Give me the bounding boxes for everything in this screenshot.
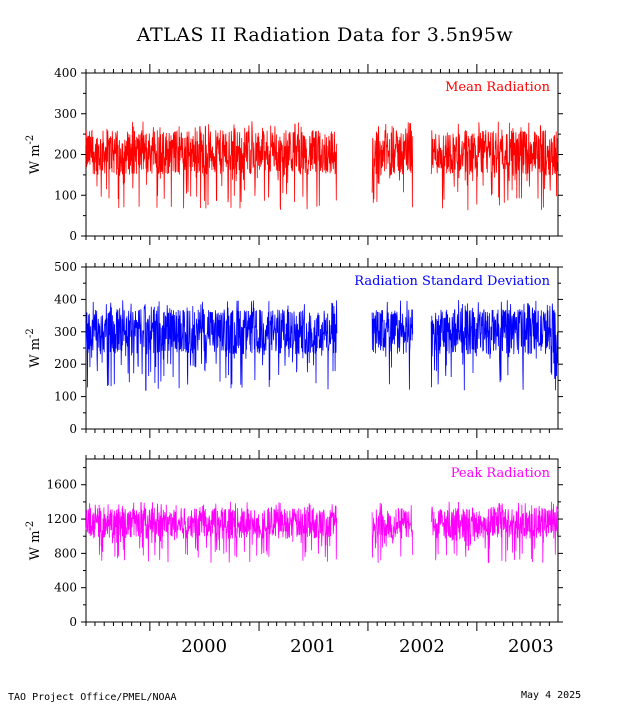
footer-credit: TAO Project Office/PMEL/NOAA <box>8 692 177 703</box>
series-label: Radiation Standard Deviation <box>354 274 550 289</box>
y-axis-label: W m-2 <box>25 328 43 368</box>
y-tick-label: 200 <box>54 357 77 371</box>
y-tick-label: 500 <box>54 260 77 274</box>
x-year-label: 2000 <box>181 636 227 657</box>
y-tick-label: 0 <box>69 615 77 629</box>
chart-title: ATLAS II Radiation Data for 3.5n95w <box>136 24 514 46</box>
y-axis-label: W m-2 <box>25 521 43 561</box>
x-year-label: 2002 <box>399 636 445 657</box>
y-axis-label: W m-2 <box>25 135 43 175</box>
y-tick-label: 300 <box>54 107 77 121</box>
series-line <box>85 121 559 211</box>
y-tick-label: 400 <box>54 66 77 80</box>
y-tick-label: 200 <box>54 148 77 162</box>
series-label: Peak Radiation <box>451 466 551 481</box>
x-year-label: 2001 <box>290 636 336 657</box>
x-year-label: 2003 <box>508 636 554 657</box>
y-tick-label: 800 <box>54 546 77 560</box>
y-tick-label: 1200 <box>46 512 77 526</box>
y-tick-label: 400 <box>54 292 77 306</box>
y-tick-label: 400 <box>54 581 77 595</box>
series-line <box>85 501 559 564</box>
y-tick-label: 100 <box>54 390 77 404</box>
y-tick-label: 300 <box>54 325 77 339</box>
y-tick-label: 0 <box>69 229 77 243</box>
y-tick-label: 1600 <box>46 478 77 492</box>
footer-date: May 4 2025 <box>521 690 582 701</box>
y-tick-label: 100 <box>54 188 77 202</box>
series-label: Mean Radiation <box>445 80 551 95</box>
series-line <box>85 300 559 391</box>
y-tick-label: 0 <box>69 422 77 436</box>
